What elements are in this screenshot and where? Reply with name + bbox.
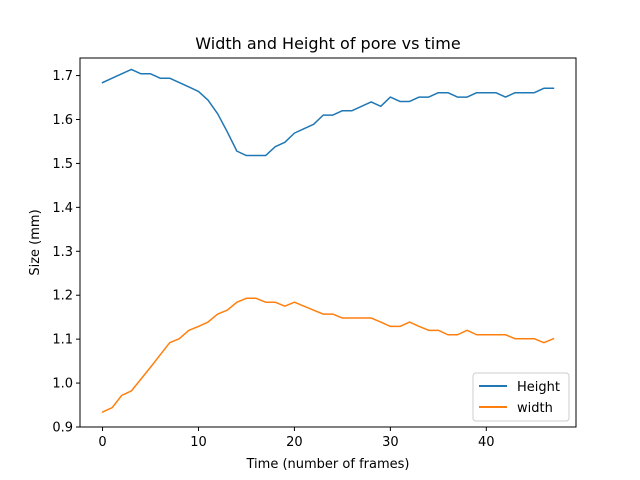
y-tick-label: 1.0 — [52, 377, 73, 392]
x-tick-label: 40 — [478, 435, 495, 450]
legend-label-height: Height — [517, 380, 560, 395]
x-axis-label: Time (number of frames) — [246, 457, 410, 472]
series-line-width — [101, 297, 555, 414]
chart-title: Width and Height of pore vs time — [195, 34, 460, 53]
y-axis-label: Size (mm) — [28, 209, 43, 275]
y-tick-label: 1.2 — [52, 289, 73, 304]
x-tick-label: 0 — [98, 435, 106, 450]
x-tick-label: 10 — [190, 435, 207, 450]
x-tick-label: 20 — [286, 435, 303, 450]
y-tick-label: 1.3 — [52, 245, 73, 260]
y-tick-label: 1.4 — [52, 201, 73, 216]
series-line-height — [101, 68, 555, 157]
y-tick-label: 1.1 — [52, 333, 73, 348]
legend: Height width — [472, 372, 570, 422]
y-tick-label: 1.5 — [52, 157, 73, 172]
legend-label-width: width — [517, 401, 553, 416]
y-tick-label: 1.7 — [52, 69, 73, 84]
y-axis-ticks: 0.9 1.0 1.1 1.2 1.3 1.4 1.5 1.6 1.7 — [52, 69, 80, 436]
series-layer — [101, 68, 555, 414]
x-tick-label: 30 — [382, 435, 399, 450]
x-axis-ticks: 0 10 20 30 40 — [98, 427, 495, 450]
plot-area-frame — [79, 57, 577, 428]
y-tick-label: 1.6 — [52, 113, 73, 128]
y-tick-label: 0.9 — [52, 421, 73, 436]
